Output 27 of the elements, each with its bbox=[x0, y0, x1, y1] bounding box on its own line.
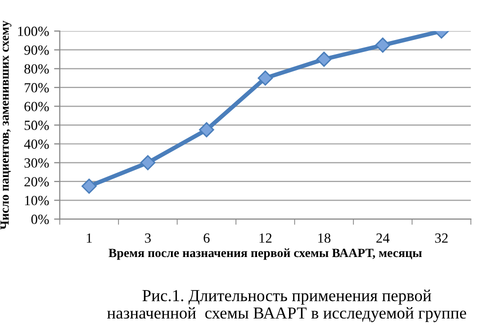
y-tick-label: 60% bbox=[24, 102, 49, 112]
x-axis-title: Время после назначения первой схемы ВААРТ, месяцы bbox=[108, 248, 422, 260]
y-tick-label: 0% bbox=[31, 214, 49, 224]
y-tick-label: 80% bbox=[24, 64, 49, 74]
x-tick-label: 6 bbox=[204, 233, 210, 243]
y-tick-label: 30% bbox=[24, 158, 49, 168]
x-tick-label: 18 bbox=[318, 233, 330, 243]
point bbox=[258, 70, 273, 86]
y-tick-label: 10% bbox=[25, 196, 49, 206]
y-tick-label: 90% bbox=[24, 45, 49, 55]
y-tick-label: 70% bbox=[24, 83, 49, 92]
x-tick-label: 12 bbox=[260, 233, 272, 243]
point bbox=[198, 122, 214, 138]
point bbox=[82, 178, 97, 194]
y-tick-label: 40% bbox=[24, 139, 49, 149]
x-tick-label: 24 bbox=[376, 233, 390, 243]
y-axis-title: Число пациентов, заменивших схему bbox=[0, 20, 12, 230]
text: Рис.1. Длительность применения первой назначенной схемы ВААРТ в исследуемой группе bbox=[107, 290, 466, 322]
x-tick-label: 32 bbox=[435, 233, 448, 243]
y-tick-label: 100% bbox=[18, 26, 49, 36]
x-tick-label: 1 bbox=[86, 233, 92, 243]
point bbox=[140, 155, 156, 170]
x-tick-label: 3 bbox=[145, 233, 151, 243]
y-tick-label: 20% bbox=[24, 177, 49, 186]
point bbox=[375, 38, 390, 53]
point bbox=[316, 52, 332, 67]
y-tick-label: 50% bbox=[24, 120, 49, 130]
